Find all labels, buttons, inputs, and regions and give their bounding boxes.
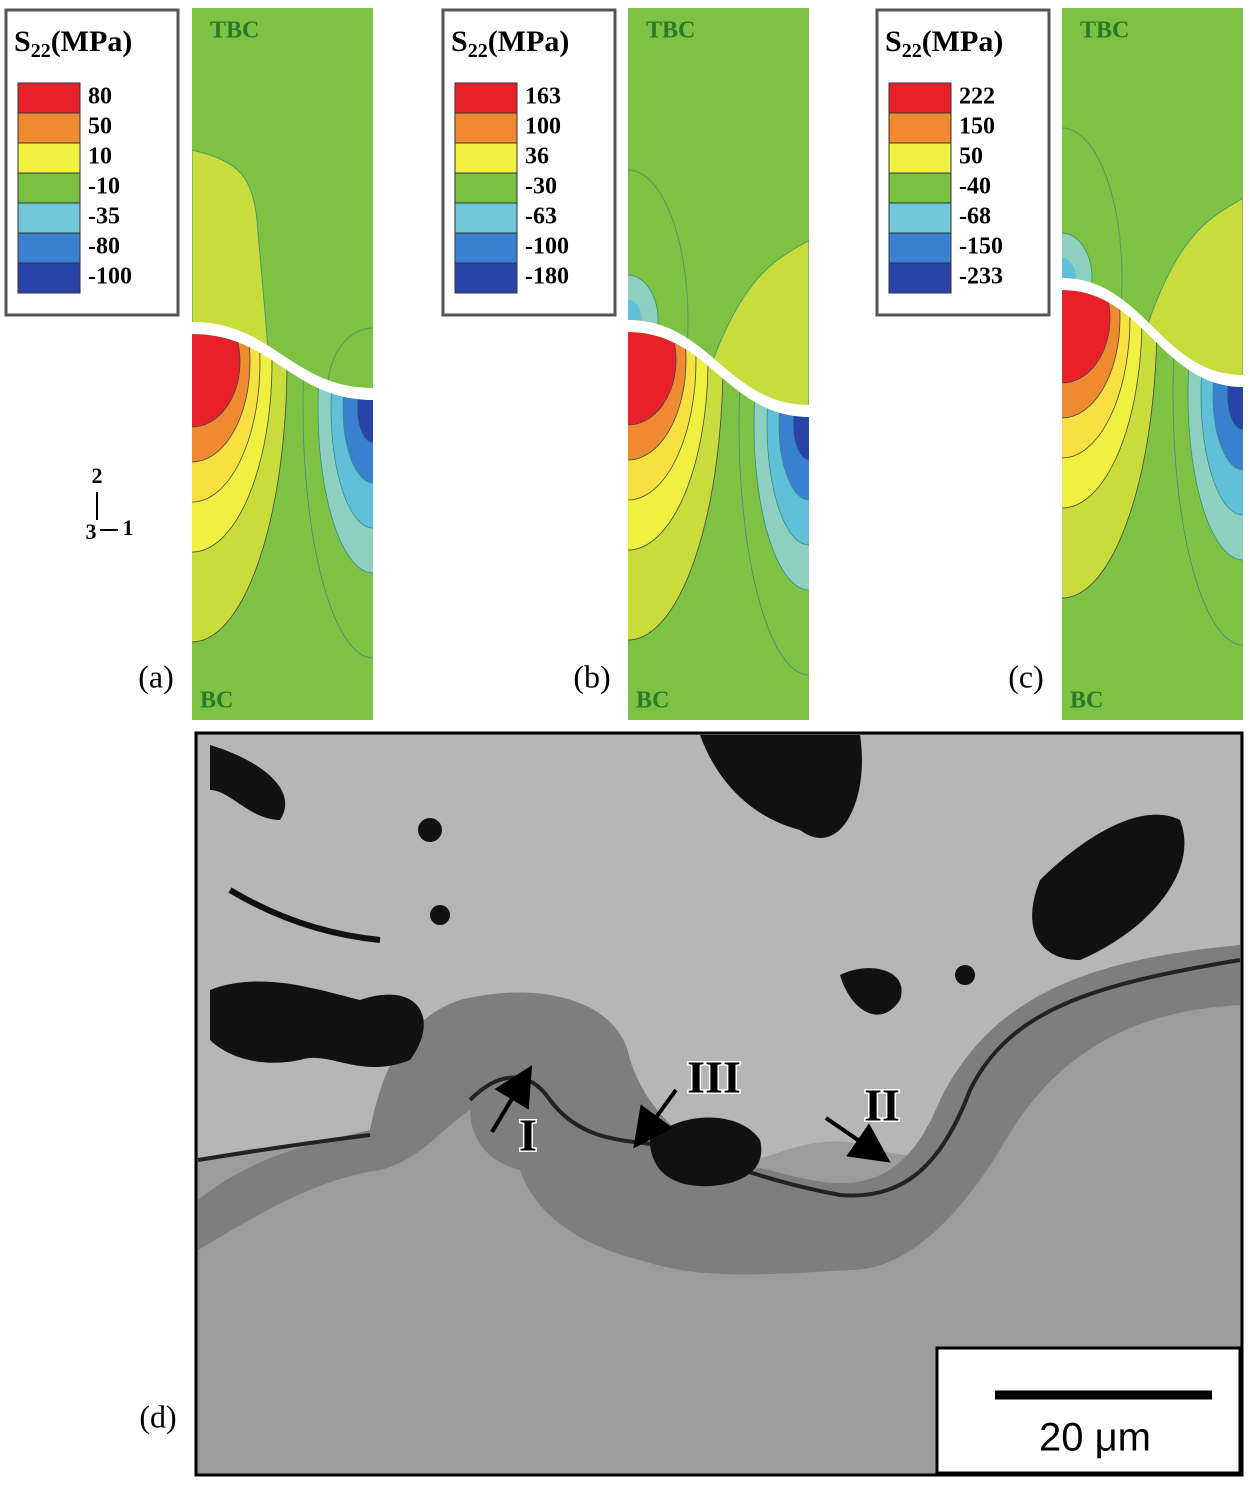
legend-title-unit: (MPa) — [488, 25, 570, 58]
legend-value: -180 — [525, 264, 569, 290]
contour-panel: TBC BC (b) — [573, 8, 809, 720]
pores — [210, 735, 1185, 1187]
region-label: III — [687, 1052, 741, 1103]
layer-label: BC — [636, 688, 669, 714]
region-label: II — [864, 1080, 900, 1131]
contour — [192, 334, 241, 428]
legend-value: -30 — [525, 174, 557, 200]
arrow — [824, 1116, 891, 1163]
interface-gap — [1062, 278, 1243, 387]
legend-value: -100 — [525, 234, 569, 260]
legend-swatch — [17, 112, 81, 144]
legend-swatch — [454, 262, 518, 294]
contour — [628, 332, 677, 426]
legend-swatch — [888, 172, 952, 204]
contour — [1062, 290, 1111, 384]
legend-swatch — [17, 262, 81, 294]
legend-title-unit: (MPa) — [51, 25, 133, 58]
layer-label: TBC — [210, 18, 259, 44]
legend-swatch — [888, 232, 952, 264]
axis-3: 3 — [86, 519, 97, 544]
legend: S22(MPa) 163 100 36 -30 -63 -100 -180 — [441, 8, 617, 317]
panel-label: (b) — [573, 658, 610, 694]
legend-value: -63 — [525, 204, 557, 230]
legend-value: 50 — [88, 114, 112, 140]
legend-value: -40 — [959, 174, 991, 200]
legend-title-symbol: S — [885, 25, 902, 58]
legend-value: 163 — [525, 84, 561, 110]
legend-swatch — [17, 82, 81, 114]
panel-label: (c) — [1008, 658, 1044, 694]
contour-panel: TBC BC (c) — [1008, 8, 1243, 720]
legend-swatch — [454, 82, 518, 114]
legend-value: -10 — [88, 174, 120, 200]
legend-value: 36 — [525, 144, 549, 170]
axis-1: 1 — [123, 515, 134, 540]
legend-value: 10 — [88, 144, 112, 170]
legend-value: -100 — [88, 264, 132, 290]
scale-label: 20 μm — [1039, 1416, 1151, 1460]
legend-swatch — [888, 262, 952, 294]
contour — [327, 327, 373, 388]
legend-title-symbol: S — [451, 25, 468, 58]
oxide-layer — [198, 945, 1240, 1275]
axis-2: 2 — [92, 463, 103, 488]
axis-triad: 2 3 1 — [86, 463, 134, 544]
legend-title-subscript: 22 — [902, 40, 922, 62]
layer-label: BC — [200, 688, 233, 714]
legend-swatch — [888, 142, 952, 174]
legend-value: -68 — [959, 204, 991, 230]
legend-value: 100 — [525, 114, 561, 140]
legend-swatch — [888, 82, 952, 114]
legend-title-symbol: S — [14, 25, 31, 58]
legend-value: -35 — [88, 204, 120, 230]
legend: S22(MPa) 80 50 10 -10 -35 -80 -100 — [4, 8, 180, 317]
legend-swatch — [17, 232, 81, 264]
layer-label: TBC — [1080, 18, 1129, 44]
legend-swatch — [17, 202, 81, 234]
layer-label: TBC — [646, 18, 695, 44]
legend-swatch — [17, 172, 81, 204]
scale-box — [935, 1346, 1242, 1475]
interface-gap — [192, 322, 373, 400]
legend-value: -150 — [959, 234, 1003, 260]
interface-gap — [628, 320, 809, 417]
contour-panel: TBC BC (a) — [138, 8, 373, 720]
legend-title-unit: (MPa) — [922, 25, 1004, 58]
legend-value: -80 — [88, 234, 120, 260]
legend-title-subscript: 22 — [31, 40, 51, 62]
arrow — [633, 1088, 678, 1149]
legend-value: 50 — [959, 144, 983, 170]
legend-swatch — [454, 112, 518, 144]
panel-label: (a) — [138, 658, 174, 694]
legend-swatch — [454, 142, 518, 174]
legend-swatch — [454, 232, 518, 264]
crack — [197, 958, 1241, 1198]
legend-title: S22(MPa) — [451, 25, 569, 62]
legend-value: 150 — [959, 114, 995, 140]
legend-title: S22(MPa) — [885, 25, 1003, 62]
layer-label: BC — [1070, 688, 1103, 714]
legend-swatch — [888, 112, 952, 144]
legend-swatch — [454, 202, 518, 234]
legend-value: -233 — [959, 264, 1003, 290]
legend-swatch — [17, 142, 81, 174]
legend-title-subscript: 22 — [468, 40, 488, 62]
micrograph: I II III 20 μm (d) — [139, 731, 1244, 1477]
legend-value: 80 — [88, 84, 112, 110]
legend-swatch — [454, 172, 518, 204]
region-label: I — [519, 1110, 537, 1161]
panel-label: (d) — [139, 1398, 176, 1434]
legend-title: S22(MPa) — [14, 25, 132, 62]
legend: S22(MPa) 222 150 50 -40 -68 -150 -233 — [875, 8, 1051, 317]
legend-value: 222 — [959, 84, 995, 110]
legend-swatch — [888, 202, 952, 234]
arrow — [490, 1065, 533, 1134]
